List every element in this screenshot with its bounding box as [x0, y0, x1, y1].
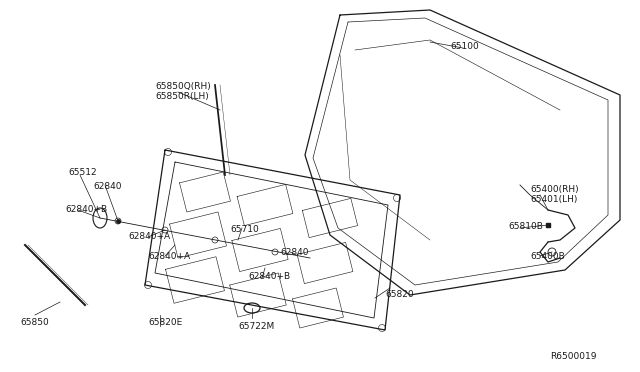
Text: 65820E: 65820E	[148, 318, 182, 327]
Text: 62840: 62840	[93, 182, 122, 191]
Text: 62840: 62840	[280, 248, 308, 257]
Text: 65512: 65512	[68, 168, 97, 177]
Text: 62840+B: 62840+B	[65, 205, 107, 214]
Text: 65810B: 65810B	[508, 222, 543, 231]
Text: 65820: 65820	[385, 290, 413, 299]
Text: 62840+A: 62840+A	[148, 252, 190, 261]
Text: 62840+A: 62840+A	[128, 232, 170, 241]
Text: 65400(RH)
65401(LH): 65400(RH) 65401(LH)	[530, 185, 579, 204]
Text: 65850Q(RH)
65850R(LH): 65850Q(RH) 65850R(LH)	[155, 82, 211, 102]
Text: 65850: 65850	[20, 318, 49, 327]
Text: 65400B: 65400B	[530, 252, 564, 261]
Text: 65710: 65710	[230, 225, 259, 234]
Text: 62840+B: 62840+B	[248, 272, 290, 281]
Text: R6500019: R6500019	[550, 352, 596, 361]
Text: 65722M: 65722M	[238, 322, 275, 331]
Text: 65100: 65100	[450, 42, 479, 51]
